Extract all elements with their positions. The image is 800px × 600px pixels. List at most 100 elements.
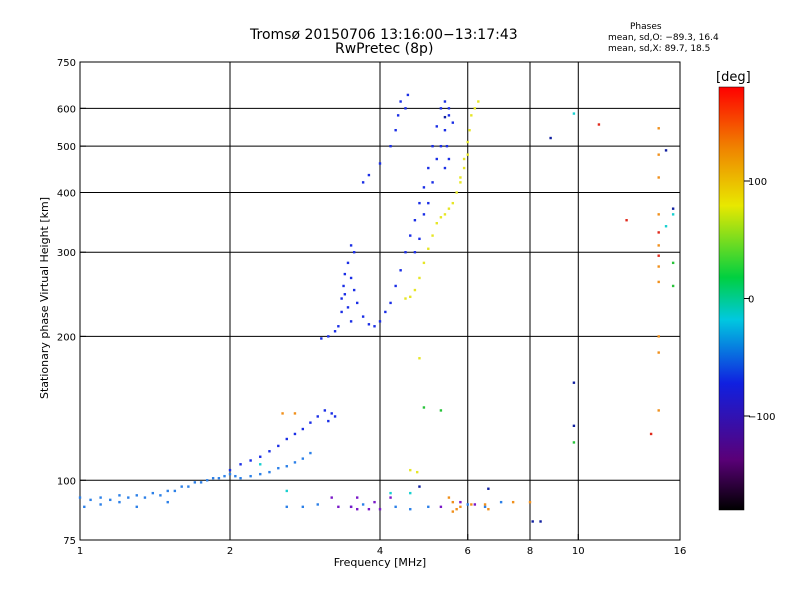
data-point	[320, 337, 323, 340]
data-point	[346, 261, 350, 265]
data-point	[333, 330, 337, 333]
data-point	[285, 505, 288, 509]
x-tick-label: 6	[465, 546, 471, 557]
data-point	[462, 157, 466, 161]
data-point	[333, 415, 337, 418]
data-point	[378, 507, 382, 511]
data-point	[349, 244, 353, 247]
data-point	[352, 251, 356, 254]
data-point	[352, 288, 356, 292]
data-point	[127, 496, 130, 499]
data-point	[323, 409, 327, 412]
data-point	[418, 237, 421, 241]
data-point	[285, 465, 288, 468]
data-point	[657, 213, 660, 216]
data-point	[293, 432, 297, 436]
data-point	[409, 295, 412, 299]
data-point	[657, 254, 660, 257]
data-point	[528, 500, 532, 504]
data-point	[413, 288, 417, 292]
data-point	[384, 310, 387, 314]
data-point	[427, 166, 430, 170]
data-point	[427, 505, 430, 509]
data-point	[228, 472, 232, 476]
data-point	[470, 503, 473, 506]
axis-ticks: 1 2 4 6 8 10 16 75 100 200 300 400 500 600 750	[57, 58, 686, 557]
data-point	[657, 265, 660, 268]
data-point	[657, 409, 660, 412]
data-point	[173, 489, 177, 493]
data-point	[625, 219, 628, 222]
data-point	[378, 162, 382, 165]
data-point	[657, 335, 660, 338]
data-point	[193, 481, 197, 484]
data-point	[466, 153, 469, 156]
data-point	[439, 107, 443, 110]
data-point	[418, 485, 421, 488]
data-point	[451, 121, 455, 124]
data-point	[389, 144, 392, 148]
data-point	[268, 470, 271, 474]
data-point	[451, 201, 455, 205]
data-point	[361, 503, 365, 506]
data-point	[649, 432, 653, 436]
data-point	[367, 507, 371, 511]
data-point	[118, 494, 121, 497]
data-point	[451, 510, 455, 513]
data-point	[443, 213, 447, 216]
data-point	[268, 450, 271, 453]
colorbar	[718, 86, 745, 511]
data-points	[78, 93, 675, 523]
data-point	[389, 301, 392, 305]
data-point	[531, 520, 534, 523]
data-point	[431, 234, 434, 237]
data-point	[249, 459, 252, 462]
data-point	[135, 494, 138, 497]
data-point	[409, 491, 412, 495]
data-point	[135, 505, 138, 509]
data-point	[99, 496, 102, 499]
data-point	[671, 284, 675, 288]
data-point	[301, 457, 305, 460]
data-point	[413, 219, 417, 222]
data-point	[394, 505, 397, 509]
data-point	[597, 123, 601, 126]
data-point	[118, 500, 121, 504]
data-point	[404, 251, 407, 254]
data-point	[259, 455, 262, 458]
data-point	[443, 100, 447, 103]
data-point	[340, 297, 343, 300]
y-tick-label: 500	[57, 142, 76, 153]
data-point	[459, 505, 462, 509]
data-point	[337, 505, 340, 509]
data-point	[205, 479, 209, 482]
data-point	[361, 181, 365, 184]
data-point	[572, 424, 576, 428]
y-tick-label: 100	[57, 476, 76, 487]
data-point	[418, 201, 421, 205]
data-point	[477, 100, 480, 103]
data-point	[671, 213, 675, 216]
y-tick-label: 400	[57, 188, 76, 199]
data-point	[361, 315, 365, 318]
data-point	[470, 114, 473, 117]
data-point	[439, 216, 443, 219]
data-point	[443, 115, 447, 119]
colorbar-unit-label: [deg]	[716, 70, 751, 85]
data-point	[499, 500, 503, 504]
data-point	[399, 100, 402, 103]
data-point	[431, 144, 434, 148]
data-point	[657, 176, 660, 179]
data-point	[373, 325, 376, 328]
data-point	[427, 201, 430, 205]
data-point	[83, 505, 86, 509]
data-point	[355, 507, 359, 511]
data-point	[277, 466, 280, 470]
data-point	[549, 136, 552, 140]
data-point	[399, 269, 402, 272]
data-point	[239, 463, 242, 466]
data-point	[166, 500, 169, 504]
data-point	[539, 520, 542, 523]
data-point	[337, 325, 340, 328]
data-point	[373, 500, 376, 504]
